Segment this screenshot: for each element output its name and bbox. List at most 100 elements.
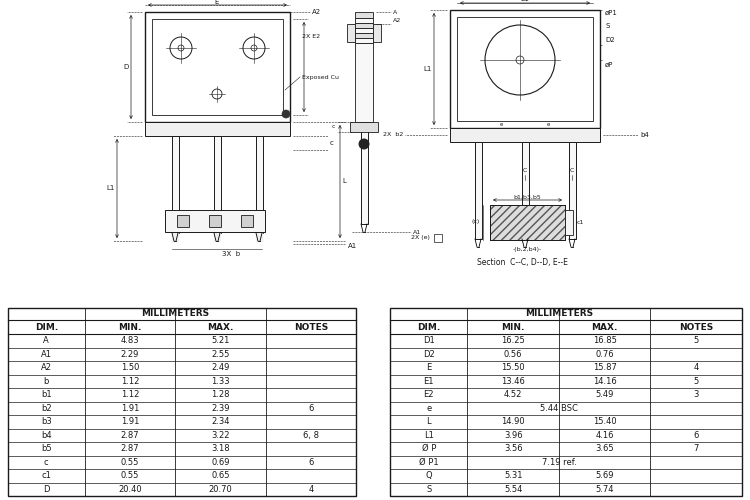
Bar [457,17,593,121]
Bar [390,308,742,496]
Text: Ø P: Ø P [422,444,436,453]
Text: 6: 6 [308,458,314,467]
Text: MIN.: MIN. [118,322,142,332]
Text: D2: D2 [605,37,615,43]
Text: 20.40: 20.40 [118,485,142,494]
Text: 5.69: 5.69 [596,471,614,480]
Text: 1.12: 1.12 [121,390,139,399]
Text: 14.90: 14.90 [502,417,525,426]
Text: DIM.: DIM. [34,322,58,332]
Bar [355,23,373,28]
Text: b: b [44,377,49,386]
Bar [256,136,263,233]
Text: 5.54: 5.54 [504,485,523,494]
Text: NOTES: NOTES [294,322,328,332]
Text: 2.87: 2.87 [121,444,139,453]
Bar [347,24,355,42]
Text: A1: A1 [40,350,52,359]
Text: 1.91: 1.91 [121,404,139,413]
Text: 4: 4 [694,363,699,372]
Text: 4.16: 4.16 [596,430,614,440]
Text: 15.50: 15.50 [502,363,525,372]
Bar [355,38,373,43]
Bar [450,128,600,142]
Text: 1.12: 1.12 [121,377,139,386]
Text: D1: D1 [423,336,434,345]
Text: 2.34: 2.34 [211,417,230,426]
Text: 1.33: 1.33 [211,377,230,386]
Text: 5.44 BSC: 5.44 BSC [540,404,578,413]
Text: MAX.: MAX. [207,322,233,332]
Text: 14.16: 14.16 [592,377,616,386]
Text: b4: b4 [640,132,649,138]
Text: MILLIMETERS: MILLIMETERS [525,310,593,318]
Text: 2X (e): 2X (e) [411,234,430,240]
Text: S: S [605,23,609,29]
Bar [355,33,373,38]
Text: 3X  b: 3X b [222,251,240,257]
Text: e: e [546,122,550,128]
Bar [172,136,179,233]
Bar [350,122,378,132]
Bar [214,136,221,233]
Text: 3.56: 3.56 [504,444,523,453]
Bar [565,210,573,235]
Bar [152,19,283,115]
Text: D: D [43,485,50,494]
Text: 0.55: 0.55 [121,458,139,467]
Text: øP: øP [605,62,613,68]
Text: 0.65: 0.65 [211,471,230,480]
Text: -(b,2,b4)-: -(b,2,b4)- [512,248,542,252]
Text: 7: 7 [694,444,699,453]
Text: 15.87: 15.87 [592,363,616,372]
Bar [490,205,565,240]
Text: 20.70: 20.70 [209,485,232,494]
Text: 7.19 ref.: 7.19 ref. [542,458,576,467]
Text: 0.56: 0.56 [504,350,523,359]
Text: 2X E2: 2X E2 [302,34,320,40]
Bar [355,12,373,18]
Bar [209,215,221,227]
Text: E: E [214,0,219,5]
Text: 5.49: 5.49 [596,390,614,399]
Bar [8,308,356,496]
Text: 0.69: 0.69 [211,458,230,467]
Text: 2.55: 2.55 [211,350,230,359]
Text: b3: b3 [41,417,52,426]
Text: L1: L1 [106,185,115,191]
Text: Section  C--C, D--D, E--E: Section C--C, D--D, E--E [476,258,568,266]
Text: c1: c1 [41,471,51,480]
Text: D: D [124,64,129,70]
Circle shape [282,110,290,118]
Text: e: e [426,404,431,413]
Bar [177,215,189,227]
Text: 6: 6 [308,404,314,413]
Text: (c): (c) [472,220,480,224]
Text: 1.50: 1.50 [121,363,139,372]
Text: 4.83: 4.83 [121,336,139,345]
Text: MIN.: MIN. [502,322,525,332]
Text: b1,b3,b5: b1,b3,b5 [513,194,541,200]
Text: 5.74: 5.74 [596,485,614,494]
Text: L: L [427,417,431,426]
Text: c: c [44,458,49,467]
Text: 4.52: 4.52 [504,390,523,399]
Text: 2.29: 2.29 [121,350,139,359]
Bar [355,28,373,33]
Bar [373,24,381,42]
Text: 16.25: 16.25 [501,336,525,345]
Text: 3: 3 [694,390,699,399]
Text: A2: A2 [393,18,401,22]
Circle shape [359,139,369,149]
Text: 3.96: 3.96 [504,430,523,440]
Text: b5: b5 [41,444,52,453]
Bar [145,12,290,122]
Text: 2.49: 2.49 [211,363,230,372]
Text: MAX.: MAX. [592,322,618,332]
Text: 3.22: 3.22 [211,430,230,440]
Text: 0.76: 0.76 [596,350,614,359]
Text: E2: E2 [424,390,434,399]
Text: L1: L1 [424,66,432,72]
Text: 5: 5 [694,377,699,386]
Bar [450,10,600,128]
